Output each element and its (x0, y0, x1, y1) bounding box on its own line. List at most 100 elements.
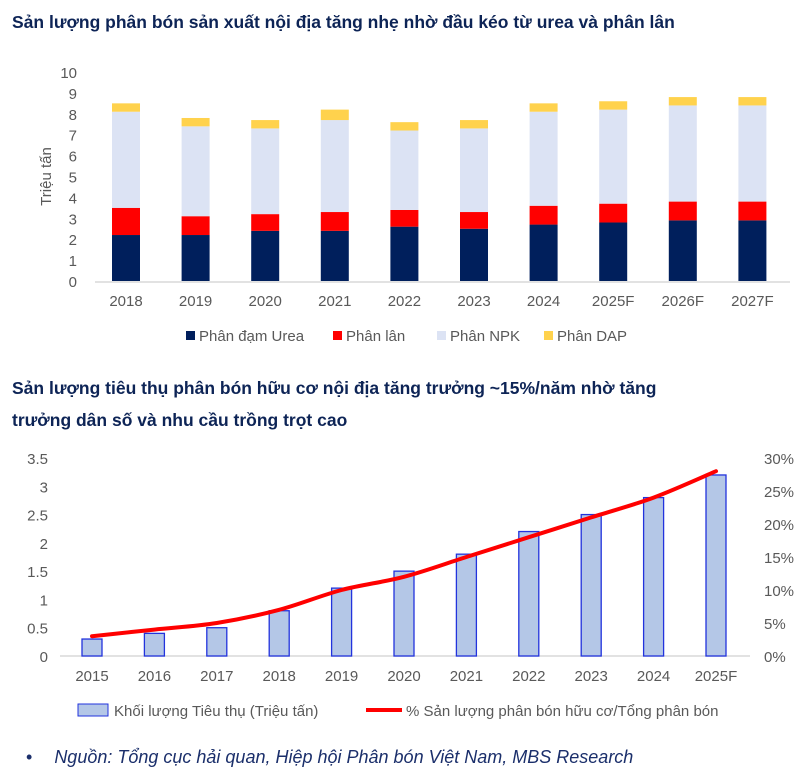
bar-segment-phân-đạm-urea (668, 220, 697, 281)
x-tick-label: 2018 (263, 668, 296, 685)
y2-tick-label: 0% (764, 649, 786, 666)
y-tick-label: 7 (69, 128, 77, 145)
bar-segment-phân-lân (460, 212, 488, 229)
x-tick-label: 2020 (387, 668, 420, 685)
x-tick-label: 2017 (200, 668, 233, 685)
bar-consumption (642, 496, 665, 657)
y2-tick-label: 30% (764, 451, 794, 468)
legend-label: Phân lân (346, 328, 405, 345)
bar-segment-phân-npk (251, 128, 280, 215)
chart1-stacked-bar: 0 1 2 3 4 5 6 7 8 9 10 Triệu tấn 2018 2019 2020 2021 202… (38, 65, 790, 345)
bar-consumption (143, 632, 166, 657)
y-axis-label: Triệu tấn (38, 147, 55, 206)
bar-segment-phân-dap (460, 120, 488, 129)
bar-segment-phân-npk (668, 105, 697, 202)
legend-label: Phân đạm Urea (199, 328, 305, 345)
x-tick-label: 2019 (179, 293, 212, 310)
bar-segment-phân-npk (112, 111, 140, 208)
source-note: • Nguồn: Tổng cục hải quan, Hiệp hội Phân… (26, 747, 633, 768)
y-tick-label: 0 (69, 274, 77, 291)
bar-segment-phân-npk (320, 120, 349, 213)
legend-label: Phân NPK (450, 328, 520, 345)
bar-segment-phân-đạm-urea (112, 235, 140, 281)
bar-segment-phân-dap (738, 97, 767, 106)
x-tick-label: 2027F (731, 293, 774, 310)
chart2-title-line1: Sản lượng tiêu thụ phân bón hữu cơ nội đ… (12, 378, 657, 398)
bar-segment-phân-lân (529, 205, 558, 225)
bar-segment-phân-đạm-urea (251, 230, 280, 281)
chart2-title-line2: trưởng dân số và nhu cầu trồng trọt cao (12, 410, 348, 430)
bar-segment-phân-npk (181, 126, 210, 217)
bar-segment-phân-dap (529, 103, 558, 112)
bar-segment-phân-đạm-urea (599, 222, 628, 281)
y-tick-label: 8 (69, 107, 77, 124)
bar-segment-phân-lân (251, 214, 280, 231)
x-tick-label: 2019 (325, 668, 358, 685)
y-tick-label: 9 (69, 86, 77, 103)
y2-tick-label: 10% (764, 583, 794, 600)
y-tick-label: 10 (60, 65, 77, 82)
bar-segment-phân-đạm-urea (738, 220, 767, 281)
bar-segment-phân-lân (738, 201, 767, 221)
bar-consumption (268, 610, 290, 657)
x-tick-label: 2015 (75, 668, 108, 685)
legend-swatch (333, 331, 342, 340)
bar-consumption (455, 553, 478, 657)
bar-segment-phân-lân (320, 212, 349, 231)
x-tick-label: 2023 (457, 293, 490, 310)
y-tick-label: 2.5 (27, 508, 48, 525)
bar-segment-phân-lân (599, 203, 628, 223)
bar-segment-phân-npk (599, 109, 628, 204)
bar-consumption (393, 570, 415, 657)
x-tick-label: 2016 (138, 668, 171, 685)
legend-swatch (544, 331, 553, 340)
bar-consumption (518, 530, 540, 657)
bar-segment-phân-lân (112, 207, 140, 236)
y-tick-label: 2 (69, 232, 77, 249)
y2-tick-label: 20% (764, 517, 794, 534)
x-tick-label: 2021 (450, 668, 483, 685)
bar-segment-phân-dap (181, 117, 210, 127)
y-tick-label: 6 (69, 149, 77, 166)
bar-consumption (580, 513, 602, 657)
y-tick-label: 3 (40, 479, 48, 496)
bar-segment-phân-dap (112, 103, 140, 112)
y2-tick-label: 5% (764, 616, 786, 633)
x-tick-label: 2026F (662, 293, 705, 310)
legend-label: Khối lượng Tiêu thụ (Triệu tấn) (114, 703, 318, 720)
y-tick-label: 1 (40, 592, 48, 609)
bar-segment-phân-đạm-urea (529, 224, 558, 281)
y-tick-label: 3 (69, 211, 77, 228)
x-tick-label: 2021 (318, 293, 351, 310)
x-tick-label: 2025F (695, 668, 738, 685)
legend-swatch (437, 331, 446, 340)
bar-consumption (81, 638, 103, 657)
chart1-title: Sản lượng phân bón sản xuất nội địa tăng… (12, 12, 675, 32)
bar-consumption (330, 587, 353, 657)
bar-segment-phân-dap (668, 97, 697, 106)
bar-segment-phân-npk (738, 105, 767, 202)
bar-segment-phân-npk (460, 128, 488, 213)
legend-label: Phân DAP (557, 328, 627, 345)
y-tick-label: 5 (69, 170, 77, 187)
x-tick-label: 2022 (388, 293, 421, 310)
y2-tick-label: 25% (764, 484, 794, 501)
line-organic-share (90, 469, 718, 639)
bar-segment-phân-dap (599, 101, 628, 110)
x-tick-label: 2025F (592, 293, 635, 310)
y-tick-label: 2 (40, 536, 48, 553)
x-tick-label: 2022 (512, 668, 545, 685)
x-tick-label: 2024 (527, 293, 560, 310)
bar-segment-phân-đạm-urea (181, 235, 210, 281)
bar-consumption (705, 474, 727, 657)
y-tick-label: 1.5 (27, 564, 48, 581)
bar-segment-phân-đạm-urea (390, 226, 419, 281)
legend-swatch-bar (77, 703, 109, 717)
bar-segment-phân-lân (668, 201, 697, 221)
bar-consumption (206, 627, 228, 657)
bar-segment-phân-dap (320, 109, 349, 121)
bar-segment-phân-đạm-urea (460, 228, 488, 281)
y-tick-label: 1 (69, 253, 77, 270)
x-tick-label: 2024 (637, 668, 670, 685)
